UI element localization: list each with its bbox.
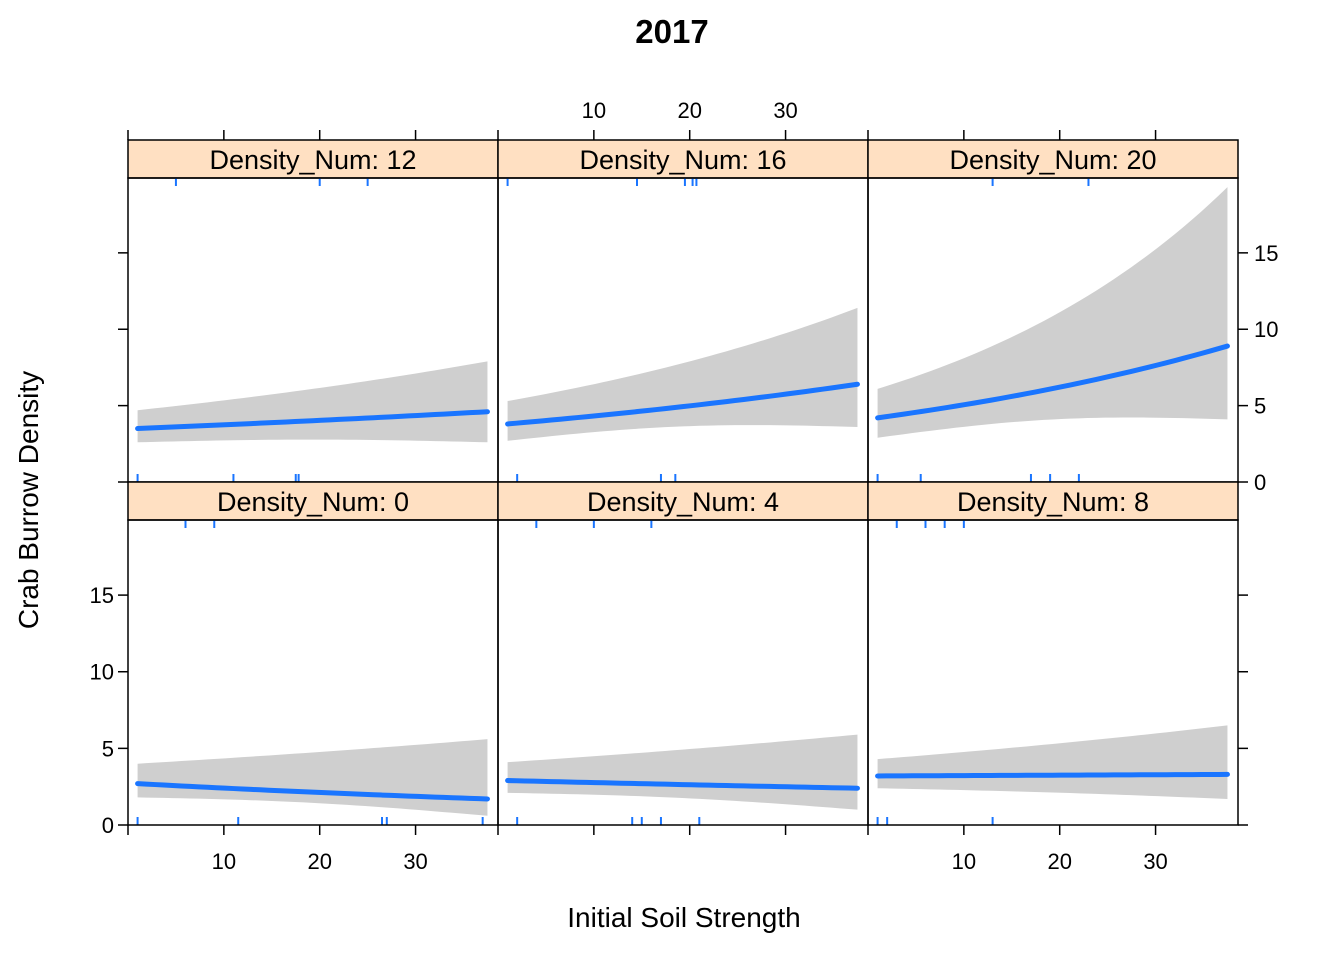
y-tick-label: 10: [1254, 317, 1278, 342]
panel-strip: [867, 481, 1239, 521]
panel-6: Density_Num: 8: [867, 481, 1239, 826]
fitted-line: [875, 771, 1230, 779]
y-tick-label: 0: [102, 813, 114, 838]
panel-strip-label: Density_Num: 20: [949, 145, 1156, 175]
x-tick-label: 30: [773, 98, 797, 123]
confidence-band: [507, 307, 858, 441]
x-axis-label: Initial Soil Strength: [567, 902, 800, 933]
panel-strip-label: Density_Num: 12: [209, 145, 416, 175]
fitted-line: [875, 343, 1230, 421]
x-tick-label: 20: [677, 98, 701, 123]
panel-strip: [127, 139, 499, 179]
x-tick-label: 20: [307, 849, 331, 874]
fitted-line: [135, 781, 490, 802]
y-tick-label: 5: [102, 736, 114, 761]
panel-strip: [867, 139, 1239, 179]
panel-4: Density_Num: 0: [127, 481, 499, 826]
x-tick-label: 10: [952, 849, 976, 874]
panel-3: Density_Num: 20: [867, 139, 1239, 483]
confidence-band: [507, 734, 858, 810]
panel-strip-label: Density_Num: 16: [579, 145, 786, 175]
y-axis-label: Crab Burrow Density: [13, 371, 44, 629]
panel-2: Density_Num: 16: [497, 139, 869, 483]
panels-layer: Density_Num: 12 Density_Num: 16 Density_Nu…: [127, 139, 1239, 826]
confidence-band: [877, 187, 1228, 438]
panel-strip: [497, 139, 869, 179]
x-tick-label: 30: [1143, 849, 1167, 874]
y-tick-label: 10: [90, 660, 114, 685]
x-tick-label: 10: [212, 849, 236, 874]
panel-strip: [497, 481, 869, 521]
chart-title: 2017: [635, 13, 708, 50]
fitted-line: [135, 409, 490, 432]
confidence-band: [137, 361, 488, 443]
panel-5: Density_Num: 4: [497, 481, 869, 826]
panel-strip-label: Density_Num: 0: [217, 487, 409, 517]
panel-strip-label: Density_Num: 4: [587, 487, 779, 517]
y-tick-label: 15: [90, 583, 114, 608]
confidence-band: [877, 725, 1228, 799]
panel-1: Density_Num: 12: [127, 139, 499, 483]
panel-strip-label: Density_Num: 8: [957, 487, 1149, 517]
confidence-band: [137, 739, 488, 816]
y-tick-label: 15: [1254, 241, 1278, 266]
y-tick-label: 5: [1254, 394, 1266, 419]
x-tick-label: 30: [403, 849, 427, 874]
y-tick-label: 0: [1254, 470, 1266, 495]
x-tick-label: 20: [1047, 849, 1071, 874]
x-tick-label: 10: [582, 98, 606, 123]
fitted-line: [505, 381, 860, 427]
axes-layer: 10 20 30 10 20 30 10 20 30 0 5 10 15 0 5 10 15: [90, 98, 1279, 874]
panel-frame: [867, 519, 1239, 826]
fitted-line: [505, 778, 860, 791]
